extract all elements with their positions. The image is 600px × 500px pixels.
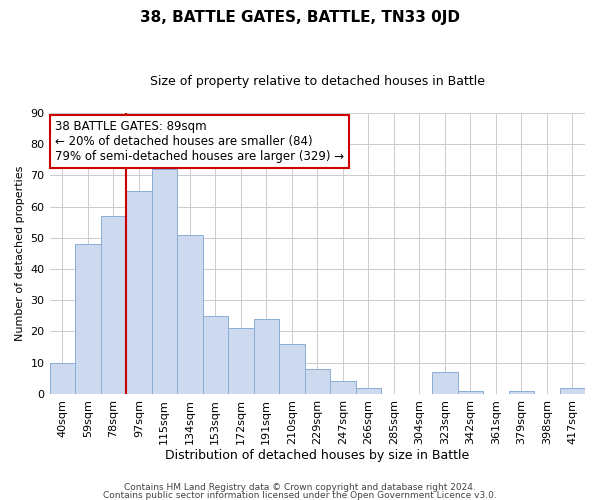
Bar bbox=[126, 191, 152, 394]
Text: Contains public sector information licensed under the Open Government Licence v3: Contains public sector information licen… bbox=[103, 490, 497, 500]
Bar bbox=[356, 388, 381, 394]
Bar bbox=[330, 382, 356, 394]
X-axis label: Distribution of detached houses by size in Battle: Distribution of detached houses by size … bbox=[165, 450, 469, 462]
Bar bbox=[305, 369, 330, 394]
Bar bbox=[203, 316, 228, 394]
Bar bbox=[152, 169, 177, 394]
Text: Contains HM Land Registry data © Crown copyright and database right 2024.: Contains HM Land Registry data © Crown c… bbox=[124, 484, 476, 492]
Bar bbox=[432, 372, 458, 394]
Text: 38, BATTLE GATES, BATTLE, TN33 0JD: 38, BATTLE GATES, BATTLE, TN33 0JD bbox=[140, 10, 460, 25]
Bar bbox=[50, 362, 75, 394]
Bar bbox=[75, 244, 101, 394]
Bar bbox=[279, 344, 305, 394]
Text: 38 BATTLE GATES: 89sqm
← 20% of detached houses are smaller (84)
79% of semi-det: 38 BATTLE GATES: 89sqm ← 20% of detached… bbox=[55, 120, 344, 163]
Bar bbox=[458, 391, 483, 394]
Bar bbox=[560, 388, 585, 394]
Bar bbox=[177, 234, 203, 394]
Bar bbox=[509, 391, 534, 394]
Bar bbox=[101, 216, 126, 394]
Bar bbox=[254, 319, 279, 394]
Y-axis label: Number of detached properties: Number of detached properties bbox=[15, 166, 25, 341]
Title: Size of property relative to detached houses in Battle: Size of property relative to detached ho… bbox=[150, 75, 485, 88]
Bar bbox=[228, 328, 254, 394]
